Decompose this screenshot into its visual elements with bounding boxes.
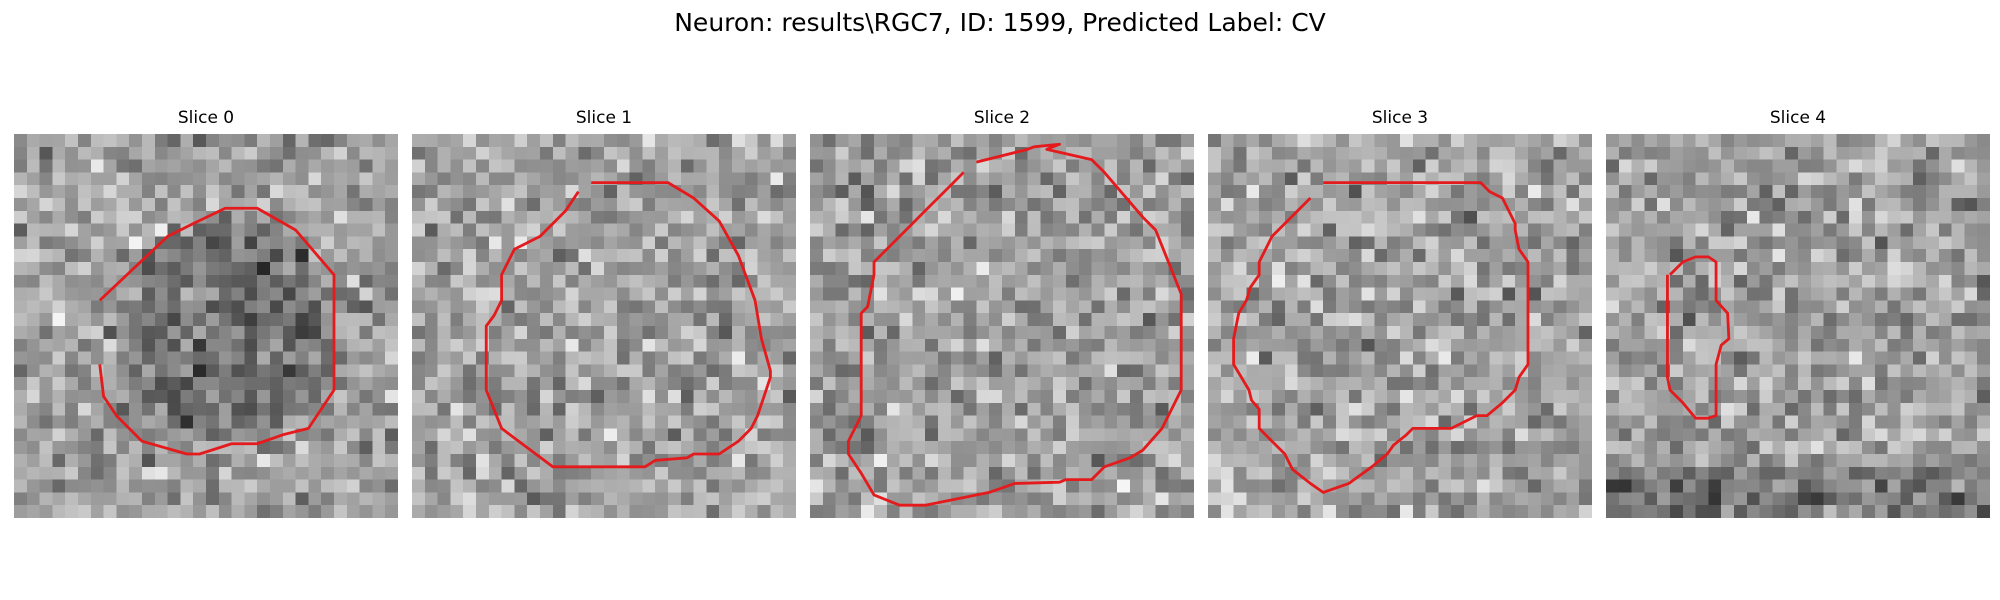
roi-contour: [98, 206, 336, 456]
slice-title: Slice 4: [1769, 108, 1827, 128]
roi-contour: [1232, 181, 1530, 494]
slice-title: Slice 3: [1371, 108, 1429, 128]
slice-image: [810, 134, 1194, 518]
figure-title: Neuron: results\RGC7, ID: 1599, Predicte…: [674, 8, 1326, 37]
roi-contour: [1666, 255, 1731, 420]
slice-title: Slice 1: [575, 108, 633, 128]
pixel-grid: [412, 134, 796, 518]
slice-image: [14, 134, 398, 518]
slice-image: [1606, 134, 1990, 518]
pixel-grid: [810, 134, 1194, 518]
slice-title: Slice 0: [177, 108, 235, 128]
roi-contour: [484, 181, 772, 469]
slice-title: Slice 2: [973, 108, 1031, 128]
pixel-grid: [1208, 134, 1592, 518]
pixel-grid: [1606, 134, 1990, 518]
roi-contour: [846, 142, 1183, 507]
slice-image: [1208, 134, 1592, 518]
slice-image: [412, 134, 796, 518]
pixel-grid: [14, 134, 398, 518]
